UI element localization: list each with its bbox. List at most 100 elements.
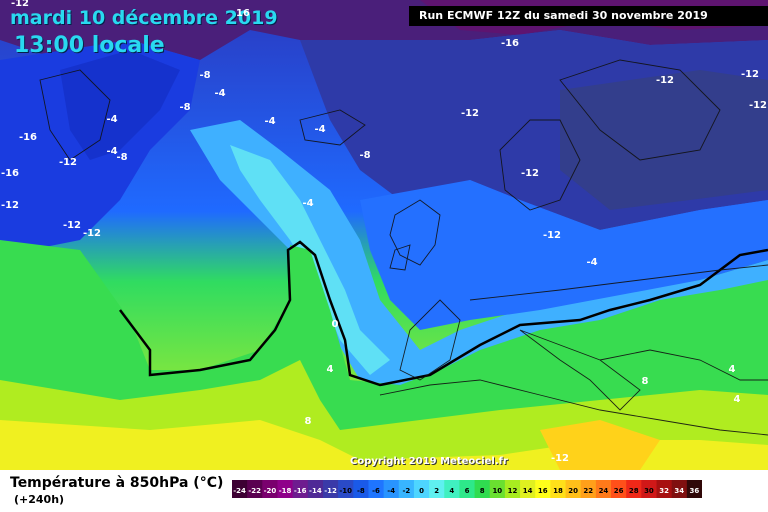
scale-label: -22 [248,487,261,495]
scale-label: -14 [309,487,322,495]
isotherm-label: -4 [302,198,313,209]
scale-label: 6 [465,487,470,495]
scale-swatch [277,480,294,498]
scale-swatch [626,480,642,498]
scale-label: 0 [419,487,424,495]
scale-swatch [247,480,263,498]
scale-label: 18 [553,487,563,495]
scale-label: -2 [402,487,410,495]
isotherm-label: -16 [501,38,519,49]
legend-subtitle: (+240h) [14,493,65,506]
isotherm-label: -16 [19,132,37,143]
scale-swatch [535,480,551,498]
isotherm-label: 0 [332,319,339,330]
legend-title: Température à 850hPa (°C) [10,475,224,491]
scale-label: -4 [387,487,395,495]
scale-swatch [550,480,567,498]
scale-label: 10 [492,487,502,495]
scale-label: 12 [508,487,518,495]
isotherm-label: -8 [359,150,370,161]
scale-swatch [292,480,309,498]
scale-label: -20 [264,487,277,495]
scale-swatch [671,480,688,498]
isotherm-label: 4 [734,394,741,405]
scale-swatch [474,480,491,498]
isotherm-label: -4 [106,146,117,157]
forecast-time-title: 13:00 locale [14,33,165,58]
isotherm-label: -8 [116,152,127,163]
scale-label: 20 [568,487,578,495]
scale-label: 2 [434,487,439,495]
isotherm-label: 8 [642,376,649,387]
scale-swatch [444,480,460,498]
scale-label: 34 [674,487,684,495]
scale-label: 24 [599,487,609,495]
isotherm-label: -12 [543,230,561,241]
scale-swatch [504,480,521,498]
scale-label: 32 [659,487,669,495]
isotherm-label: -12 [59,157,77,168]
isotherm-label: -4 [314,124,325,135]
scale-label: 22 [583,487,593,495]
isotherm-label: -4 [214,88,225,99]
scale-label: -10 [339,487,352,495]
scale-label: 30 [644,487,654,495]
run-info-banner: Run ECMWF 12Z du samedi 30 novembre 2019 [409,6,768,26]
scale-label: -16 [294,487,307,495]
run-info-text: Run ECMWF 12Z du samedi 30 novembre 2019 [419,9,708,22]
temperature-map: -12-16-8-4-4-8-4-4-4-8-16-12-12-12-12-16… [0,0,768,470]
scale-swatch [595,480,612,498]
copyright-notice: Copyright 2019 Meteociel.fr [350,456,508,467]
scale-swatch [338,480,354,498]
isotherm-label: 4 [729,364,736,375]
scale-label: 16 [538,487,548,495]
scale-label: -18 [279,487,292,495]
isotherm-label: -16 [1,168,19,179]
isotherm-label: -12 [551,453,569,464]
scale-swatch [262,480,278,498]
scale-swatch [520,480,536,498]
isotherm-label: 4 [327,364,334,375]
scale-swatch [641,480,658,498]
scale-swatch [322,480,339,498]
isotherm-label: -12 [83,228,101,239]
forecast-date-title: mardi 10 décembre 2019 [10,7,278,29]
isotherm-label: -12 [63,220,81,231]
scale-swatch [429,480,445,498]
scale-swatch [307,480,324,498]
isotherm-label: -12 [11,0,29,9]
scale-swatch [459,480,476,498]
isotherm-label: -12 [521,168,539,179]
scale-label: -8 [357,487,365,495]
scale-swatch [686,480,702,498]
scale-label: 36 [690,487,700,495]
isotherm-label: -8 [179,102,190,113]
scale-label: 8 [480,487,485,495]
isotherm-label: -12 [749,100,767,111]
isotherm-label: -12 [1,200,19,211]
date-superscript: 16 [236,8,250,19]
isotherm-label: 8 [305,416,312,427]
scale-label: -24 [233,487,246,495]
isotherm-label: -4 [586,257,597,268]
scale-swatch [353,480,369,498]
scale-swatch [383,480,400,498]
scale-label: -12 [324,487,337,495]
scale-swatch [232,480,248,498]
isotherm-label: -8 [199,70,210,81]
color-scale: -24 -22 -20 -18 -16 -14 -12 -10 -8 -6 -4 -2 0 2 4 6 8 10 1… [232,480,702,498]
scale-label: 4 [449,487,454,495]
scale-swatch [611,480,627,498]
scale-label: 14 [523,487,533,495]
isotherm-labels: -12-16-8-4-4-8-4-4-4-8-16-12-12-12-12-16… [1,0,767,464]
scale-label: -6 [372,487,380,495]
scale-swatch [489,480,506,498]
isotherm-label: -4 [106,114,117,125]
scale-swatch [580,480,597,498]
scale-swatch [368,480,385,498]
isotherm-label: -12 [741,69,759,80]
scale-label: 28 [629,487,639,495]
isotherm-label: -12 [656,75,674,86]
scale-swatch [413,480,430,498]
